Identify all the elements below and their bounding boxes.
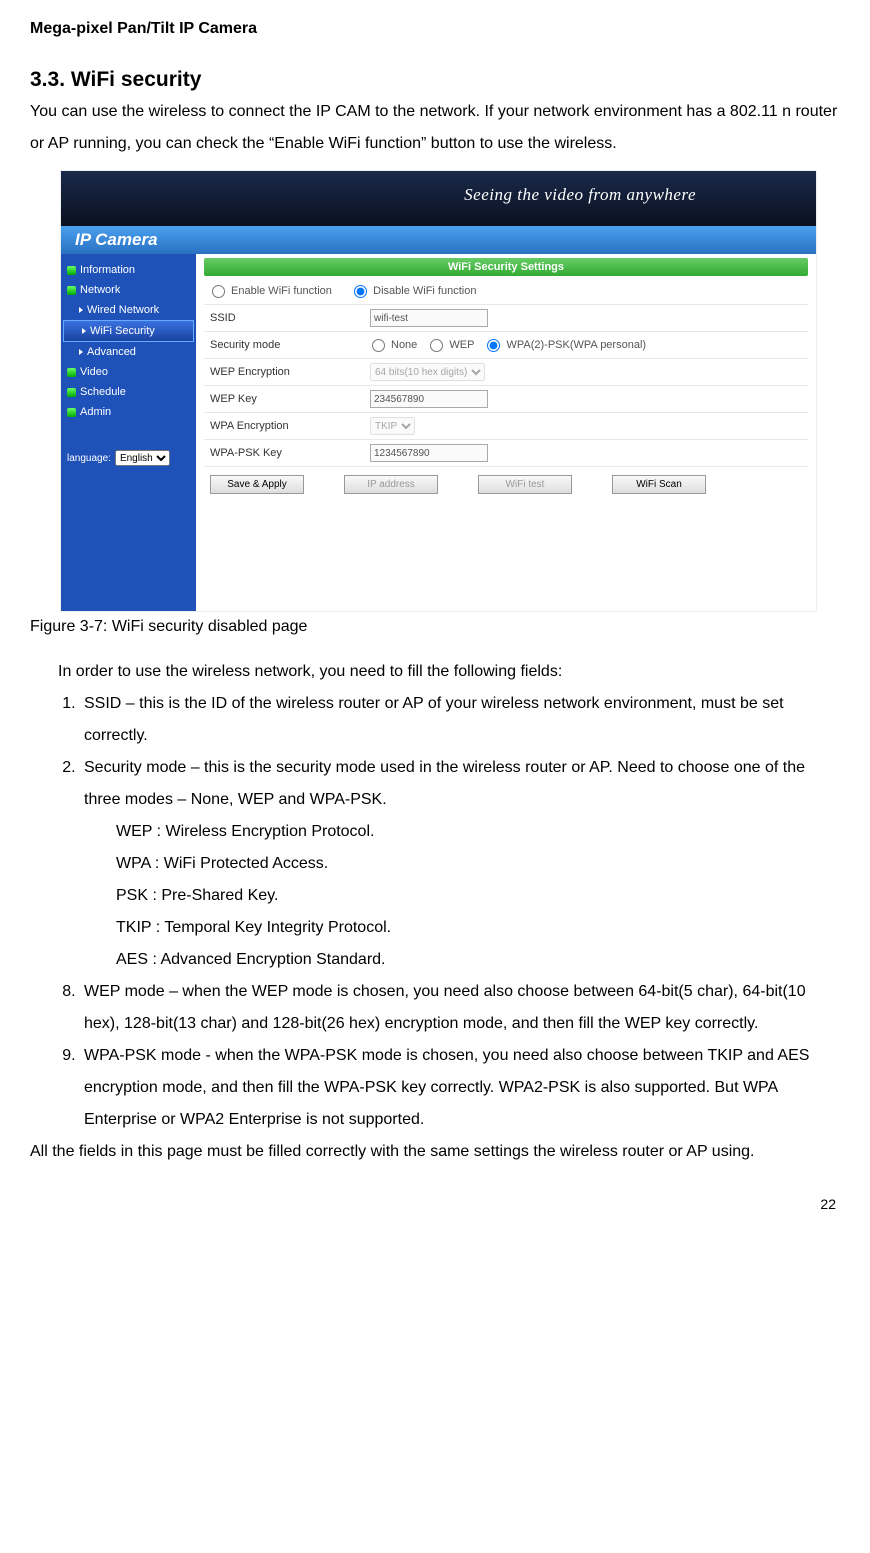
list-item: WPA-PSK mode - when the WPA-PSK mode is … [80, 1040, 840, 1136]
screenshot-figure: Seeing the video from anywhere IP Camera… [60, 170, 817, 612]
wpa-psk-key-input[interactable] [370, 444, 488, 462]
sidebar-item-video[interactable]: Video [61, 362, 196, 382]
wifi-enable-row: Enable WiFi function Disable WiFi functi… [204, 278, 808, 305]
main-panel: WiFi Security Settings Enable WiFi funct… [196, 254, 816, 611]
ssid-input[interactable] [370, 309, 488, 327]
ip-address-button[interactable]: IP address [344, 475, 438, 494]
banner: Seeing the video from anywhere [61, 171, 816, 226]
sidebar-item-wifi-security[interactable]: WiFi Security [63, 320, 194, 342]
definition-line: WEP : Wireless Encryption Protocol. [116, 816, 840, 848]
definition-line: WPA : WiFi Protected Access. [116, 848, 840, 880]
expand-icon [67, 388, 76, 397]
definition-line: AES : Advanced Encryption Standard. [116, 944, 840, 976]
secmode-radio-1[interactable] [430, 339, 443, 352]
field-row-wpa-encryption: WPA EncryptionTKIP [204, 413, 808, 440]
disable-wifi-radio[interactable] [354, 285, 367, 298]
wep-key-input[interactable] [370, 390, 488, 408]
sidebar-item-wired-network[interactable]: Wired Network [61, 300, 196, 320]
figure-caption: Figure 3-7: WiFi security disabled page [30, 618, 840, 636]
definition-line: TKIP : Temporal Key Integrity Protocol. [116, 912, 840, 944]
panel-heading: WiFi Security Settings [204, 258, 808, 276]
list-item: SSID – this is the ID of the wireless ro… [80, 688, 840, 752]
doc-header: Mega-pixel Pan/Tilt IP Camera [30, 20, 840, 38]
title-bar: IP Camera [61, 226, 816, 254]
lead-paragraph: In order to use the wireless network, yo… [58, 656, 840, 688]
arrow-icon [82, 328, 86, 334]
arrow-icon [79, 349, 83, 355]
field-row-security-mode: Security mode None WEP WPA(2)-PSK(WPA pe… [204, 332, 808, 359]
expand-icon [67, 266, 76, 275]
button-row: Save & Apply IP address WiFi test WiFi Scan [204, 467, 808, 502]
wpa-encryption-select[interactable]: TKIP [370, 417, 415, 435]
list-item: WEP mode – when the WEP mode is chosen, … [80, 976, 840, 1040]
sidebar-item-schedule[interactable]: Schedule [61, 382, 196, 402]
wifi-test-button[interactable]: WiFi test [478, 475, 572, 494]
field-row-ssid: SSID [204, 305, 808, 332]
arrow-icon [79, 307, 83, 313]
list-item: Security mode – this is the security mod… [80, 752, 840, 816]
sidebar-item-network[interactable]: Network [61, 280, 196, 300]
secmode-radio-0[interactable] [372, 339, 385, 352]
intro-paragraph: You can use the wireless to connect the … [30, 96, 840, 160]
language-selector: language:English [61, 442, 196, 474]
sidebar-item-admin[interactable]: Admin [61, 402, 196, 422]
banner-tagline: Seeing the video from anywhere [464, 185, 696, 205]
expand-icon [67, 408, 76, 417]
numbered-list: SSID – this is the ID of the wireless ro… [30, 688, 840, 1136]
page-number: 22 [30, 1196, 840, 1212]
save-apply-button[interactable]: Save & Apply [210, 475, 304, 494]
sidebar-item-information[interactable]: Information [61, 260, 196, 280]
expand-icon [67, 286, 76, 295]
sidebar-item-advanced[interactable]: Advanced [61, 342, 196, 362]
wep-encryption-select[interactable]: 64 bits(10 hex digits) [370, 363, 485, 381]
wifi-scan-button[interactable]: WiFi Scan [612, 475, 706, 494]
expand-icon [67, 368, 76, 377]
sidebar: InformationNetworkWired NetworkWiFi Secu… [61, 254, 196, 611]
field-row-wep-encryption: WEP Encryption64 bits(10 hex digits) [204, 359, 808, 386]
field-row-wep-key: WEP Key [204, 386, 808, 413]
secmode-radio-2[interactable] [487, 339, 500, 352]
tail-paragraph: All the fields in this page must be fill… [30, 1136, 840, 1168]
section-heading: 3.3. WiFi security [30, 68, 840, 92]
language-select[interactable]: English [115, 450, 170, 466]
enable-wifi-radio[interactable] [212, 285, 225, 298]
field-row-wpa-psk-key: WPA-PSK Key [204, 440, 808, 467]
definition-line: PSK : Pre-Shared Key. [116, 880, 840, 912]
